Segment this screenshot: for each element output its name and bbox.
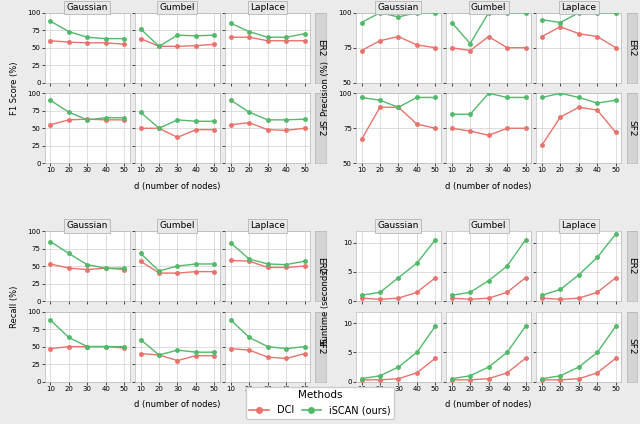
Text: ER2: ER2 bbox=[316, 39, 325, 56]
Text: ER2: ER2 bbox=[316, 257, 325, 275]
Text: SF2: SF2 bbox=[627, 338, 636, 355]
Title: Gumbel: Gumbel bbox=[471, 221, 506, 230]
Text: d (number of nodes): d (number of nodes) bbox=[445, 400, 532, 410]
Title: Gaussian: Gaussian bbox=[378, 3, 419, 12]
Title: Gumbel: Gumbel bbox=[160, 3, 195, 12]
Text: Recall (%): Recall (%) bbox=[10, 285, 19, 327]
Text: d (number of nodes): d (number of nodes) bbox=[445, 182, 532, 191]
Text: SF2: SF2 bbox=[627, 120, 636, 137]
Text: SF2: SF2 bbox=[316, 120, 325, 137]
Text: ER2: ER2 bbox=[627, 257, 636, 275]
Text: SF2: SF2 bbox=[316, 338, 325, 355]
Title: Laplace: Laplace bbox=[561, 221, 596, 230]
Text: Runtime (seconds): Runtime (seconds) bbox=[321, 267, 330, 346]
Text: F1 Score (%): F1 Score (%) bbox=[10, 61, 19, 115]
Title: Laplace: Laplace bbox=[250, 3, 285, 12]
Title: Gaussian: Gaussian bbox=[67, 3, 108, 12]
Title: Gumbel: Gumbel bbox=[160, 221, 195, 230]
Title: Gaussian: Gaussian bbox=[67, 221, 108, 230]
Title: Laplace: Laplace bbox=[250, 221, 285, 230]
Title: Gumbel: Gumbel bbox=[471, 3, 506, 12]
Text: d (number of nodes): d (number of nodes) bbox=[134, 182, 221, 191]
Text: d (number of nodes): d (number of nodes) bbox=[134, 400, 221, 410]
Title: Gaussian: Gaussian bbox=[378, 221, 419, 230]
Text: ER2: ER2 bbox=[627, 39, 636, 56]
Text: Precision (%): Precision (%) bbox=[321, 61, 330, 115]
Legend: DCI, iSCAN (ours): DCI, iSCAN (ours) bbox=[246, 387, 394, 419]
Title: Laplace: Laplace bbox=[561, 3, 596, 12]
